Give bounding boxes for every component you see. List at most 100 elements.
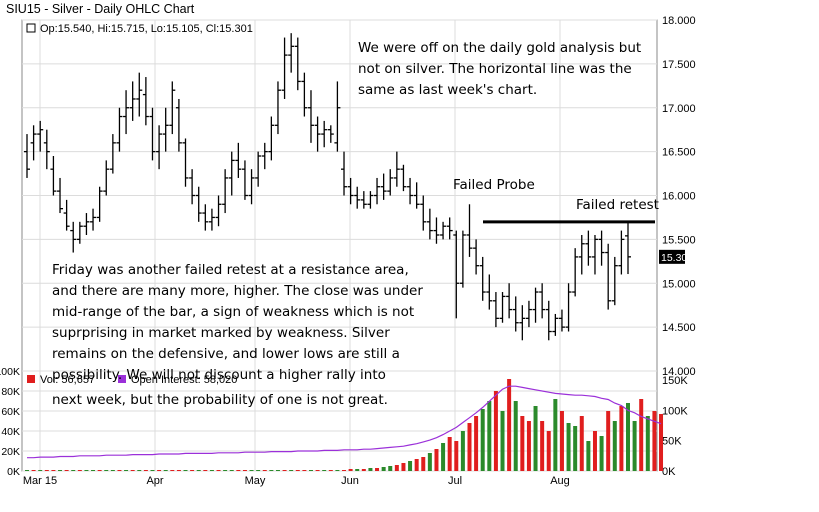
volume-bar [626,403,630,471]
volume-bar [579,416,584,471]
volume-bar [460,431,465,471]
volume-bar [559,411,564,471]
x-tick-label: Mar 15 [23,475,57,487]
volume-bar [520,416,525,471]
volume-bar [275,470,280,471]
volume-bar [256,470,261,471]
volume-bar [84,470,89,471]
volume-bar [302,470,307,471]
volume-bar [361,469,366,471]
volume-bar [170,470,175,471]
volume-bar [223,470,228,471]
volume-bar [196,470,201,471]
volume-bar [110,470,115,471]
volume-bar [645,416,650,471]
volume-bar [31,470,36,471]
volume-panel [21,370,658,472]
volume-legend-swatch [27,375,35,383]
volume-bar [38,470,43,471]
volume-bar [342,470,347,471]
volume-bar [71,470,76,471]
volume-bar [262,470,267,471]
volume-bar [427,453,432,471]
volume-bar [328,470,333,471]
volume-tick-label: 60K [1,406,20,418]
x-tick-label: Jul [448,475,462,487]
volume-bar [441,443,446,471]
last-price-badge [659,249,685,264]
volume-bar [513,401,518,471]
volume-bar [612,421,617,471]
volume-bar [553,399,558,471]
volume-bar [25,470,29,471]
volume-bar [533,406,538,471]
price-tick-label: 16.000 [662,191,696,203]
volume-bar [282,470,287,471]
price-tick-label: 17.000 [662,103,696,115]
volume-tick-label: 20K [1,446,20,458]
volume-bar [348,469,353,471]
price-tick-label: 15.500 [662,234,696,246]
volume-bar [546,431,551,471]
price-tick-label: 15.000 [662,278,696,290]
volume-bar [586,441,591,471]
volume-bar [592,431,597,471]
volume-bar [540,421,545,471]
volume-bar [308,470,313,471]
volume-bar [500,411,505,471]
volume-bar [355,469,360,471]
open-interest-line [27,385,662,459]
x-tick-label: May [245,475,266,487]
volume-bar [229,470,234,471]
volume-bar [487,401,492,471]
volume-bar [573,426,578,471]
price-tick-label: 17.500 [662,59,696,71]
volume-bar [163,470,168,471]
volume-bar [137,470,142,471]
volume-bar [44,470,49,471]
volume-bar [394,465,399,471]
volume-bar [381,467,386,471]
volume-bar [659,414,664,471]
volume-bar [388,466,393,471]
volume-bar [77,470,82,471]
volume-bar [124,470,129,471]
annotation-next-week: next week, but the probability of one is… [52,392,388,408]
volume-bar [599,436,604,471]
volume-bar [104,470,109,471]
oi-tick-label: 150K [662,375,688,387]
volume-bar [414,459,419,471]
volume-bar [447,437,452,471]
volume-bar [408,461,413,471]
volume-bar [474,416,479,471]
volume-bar [368,468,373,471]
volume-bar [51,470,56,471]
oi-legend-swatch [118,375,126,383]
oi-tick-label: 50K [662,436,682,448]
volume-bar [143,470,148,471]
oi-tick-label: 100K [662,405,688,417]
volume-bar [249,470,254,471]
volume-bar [203,470,208,471]
volume-bar [401,463,406,471]
volume-bar [269,470,274,471]
price-tick-label: 16.500 [662,147,696,159]
ohlc-legend-text: Op:15.540, Hi:15.715, Lo:15.105, Cl:15.3… [40,23,253,35]
price-tick-label: 18.000 [662,15,696,27]
volume-tick-label: 40K [1,426,20,438]
volume-bar [216,470,221,471]
volume-bar [507,379,512,471]
annotation-friday-retest: Friday was another failed retest at a re… [52,262,423,383]
oi-tick-label: 0K [662,466,676,478]
volume-bar [157,470,162,471]
volume-bar [130,470,135,471]
volume-bar [493,391,498,471]
volume-bar [335,470,340,471]
x-tick-label: Jun [341,475,359,487]
volume-bar [190,470,195,471]
volume-bar [619,406,624,471]
volume-legend-text: Vol: 56,657 [40,374,95,386]
x-tick-label: Apr [146,475,163,487]
volume-bar [467,423,472,471]
volume-bar [315,470,320,471]
